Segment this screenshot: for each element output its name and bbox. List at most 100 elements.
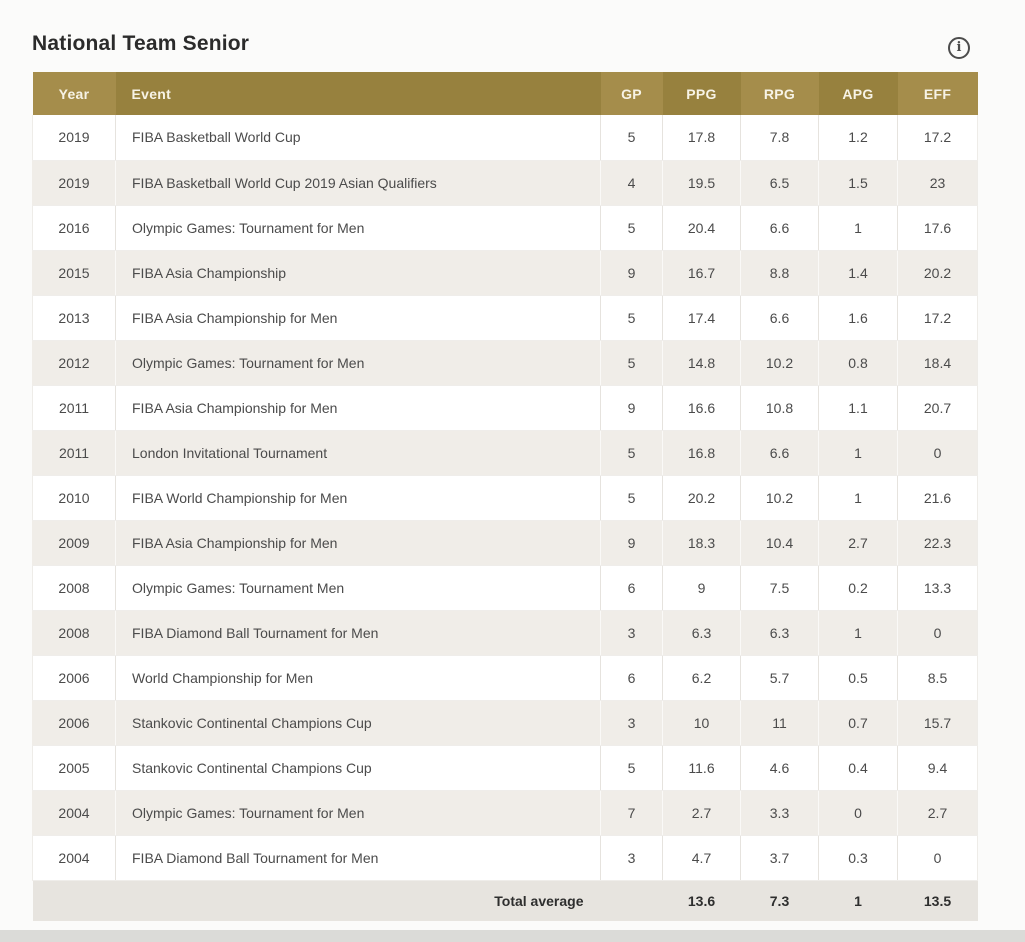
cell-eff: 20.2: [897, 250, 978, 296]
cell-event: FIBA Asia Championship for Men: [115, 520, 601, 566]
cell-eff: 8.5: [897, 655, 978, 701]
cell-ppg: 16.6: [662, 385, 741, 431]
cell-year: 2006: [32, 655, 116, 701]
cell-rpg: 4.6: [740, 745, 819, 791]
table-row: 2019 FIBA Basketball World Cup 5 17.8 7.8 1.2…: [32, 115, 978, 161]
cell-event: Stankovic Continental Champions Cup: [115, 700, 601, 746]
cell-year: 2008: [32, 565, 116, 611]
cell-apg: 0.4: [818, 745, 898, 791]
cell-event: FIBA Diamond Ball Tournament for Men: [115, 835, 601, 881]
cell-rpg: 10.2: [740, 475, 819, 521]
cell-year: 2015: [32, 250, 116, 296]
cell-eff: 13.3: [897, 565, 978, 611]
table-row: 2004 Olympic Games: Tournament for Men 7 2.…: [32, 790, 978, 836]
cell-gp: 5: [600, 745, 663, 791]
cell-eff: 22.3: [897, 520, 978, 566]
table-row: 2015 FIBA Asia Championship 9 16.7 8.8 1.4 20.…: [32, 250, 978, 296]
cell-eff: 17.2: [897, 115, 978, 161]
cell-year: 2011: [32, 430, 116, 476]
cell-eff: 23: [897, 160, 978, 206]
cell-eff: 0: [897, 430, 978, 476]
cell-ppg: 20.4: [662, 205, 741, 251]
cell-event: FIBA Basketball World Cup 2019 Asian Qua…: [115, 160, 601, 206]
cell-year: 2004: [32, 790, 116, 836]
column-header-eff: EFF: [897, 72, 978, 115]
cell-gp: 5: [600, 205, 663, 251]
column-header-gp: GP: [600, 72, 663, 115]
table-row: 2016 Olympic Games: Tournament for Men 5 20…: [32, 205, 978, 251]
cell-event: FIBA Diamond Ball Tournament for Men: [115, 610, 601, 656]
table-row: 2006 World Championship for Men 6 6.2 5.7 0.5…: [32, 655, 978, 701]
total-average-label: Total average: [32, 880, 601, 921]
cell-gp: 5: [600, 295, 663, 341]
cell-rpg: 10.4: [740, 520, 819, 566]
cell-apg: 0.7: [818, 700, 898, 746]
total-gp: [600, 880, 663, 921]
total-rpg: 7.3: [740, 880, 819, 921]
cell-ppg: 20.2: [662, 475, 741, 521]
table-body: 2019 FIBA Basketball World Cup 5 17.8 7.8 1.2…: [32, 115, 978, 881]
cell-apg: 0.8: [818, 340, 898, 386]
cell-eff: 15.7: [897, 700, 978, 746]
cell-gp: 3: [600, 835, 663, 881]
cell-event: Stankovic Continental Champions Cup: [115, 745, 601, 791]
cell-event: London Invitational Tournament: [115, 430, 601, 476]
cell-eff: 0: [897, 610, 978, 656]
cell-year: 2010: [32, 475, 116, 521]
cell-rpg: 7.5: [740, 565, 819, 611]
cell-event: FIBA Asia Championship: [115, 250, 601, 296]
cell-apg: 1: [818, 205, 898, 251]
column-header-ppg: PPG: [662, 72, 741, 115]
total-apg: 1: [818, 880, 898, 921]
cell-rpg: 6.6: [740, 430, 819, 476]
cell-gp: 5: [600, 430, 663, 476]
cell-apg: 1.1: [818, 385, 898, 431]
table-row: 2019 FIBA Basketball World Cup 2019 Asian…: [32, 160, 978, 206]
cell-rpg: 6.5: [740, 160, 819, 206]
cell-year: 2004: [32, 835, 116, 881]
cell-apg: 1: [818, 610, 898, 656]
table-row: 2013 FIBA Asia Championship for Men 5 17.4 6…: [32, 295, 978, 341]
cell-eff: 0: [897, 835, 978, 881]
total-average-row: Total average 13.6 7.3 1 13.5: [32, 880, 978, 921]
cell-eff: 21.6: [897, 475, 978, 521]
table-row: 2006 Stankovic Continental Champions Cup 3…: [32, 700, 978, 746]
cell-event: World Championship for Men: [115, 655, 601, 701]
cell-rpg: 6.6: [740, 205, 819, 251]
cell-eff: 18.4: [897, 340, 978, 386]
cell-year: 2011: [32, 385, 116, 431]
column-header-apg: APG: [818, 72, 898, 115]
cell-apg: 1.2: [818, 115, 898, 161]
cell-apg: 1.6: [818, 295, 898, 341]
cell-gp: 3: [600, 610, 663, 656]
cell-ppg: 4.7: [662, 835, 741, 881]
cell-ppg: 6.3: [662, 610, 741, 656]
cell-ppg: 19.5: [662, 160, 741, 206]
cell-event: Olympic Games: Tournament for Men: [115, 340, 601, 386]
table-header: Year Event GP PPG RPG APG EFF: [32, 72, 978, 115]
cell-year: 2019: [32, 115, 116, 161]
cell-ppg: 6.2: [662, 655, 741, 701]
cell-year: 2013: [32, 295, 116, 341]
cell-gp: 7: [600, 790, 663, 836]
cell-apg: 1.5: [818, 160, 898, 206]
cell-rpg: 3.7: [740, 835, 819, 881]
national-team-senior-table: Year Event GP PPG RPG APG EFF 2019 FIBA Basketb…: [32, 72, 978, 921]
info-icon[interactable]: i: [948, 37, 970, 59]
cell-apg: 1: [818, 475, 898, 521]
cell-ppg: 14.8: [662, 340, 741, 386]
cell-gp: 4: [600, 160, 663, 206]
column-header-rpg: RPG: [740, 72, 819, 115]
cell-year: 2016: [32, 205, 116, 251]
cell-eff: 2.7: [897, 790, 978, 836]
cell-event: Olympic Games: Tournament for Men: [115, 790, 601, 836]
table-row: 2008 FIBA Diamond Ball Tournament for Men…: [32, 610, 978, 656]
total-ppg: 13.6: [662, 880, 741, 921]
cell-eff: 17.2: [897, 295, 978, 341]
cell-event: FIBA Basketball World Cup: [115, 115, 601, 161]
cell-gp: 6: [600, 565, 663, 611]
cell-apg: 1.4: [818, 250, 898, 296]
cell-year: 2019: [32, 160, 116, 206]
cell-apg: 2.7: [818, 520, 898, 566]
total-eff: 13.5: [897, 880, 978, 921]
